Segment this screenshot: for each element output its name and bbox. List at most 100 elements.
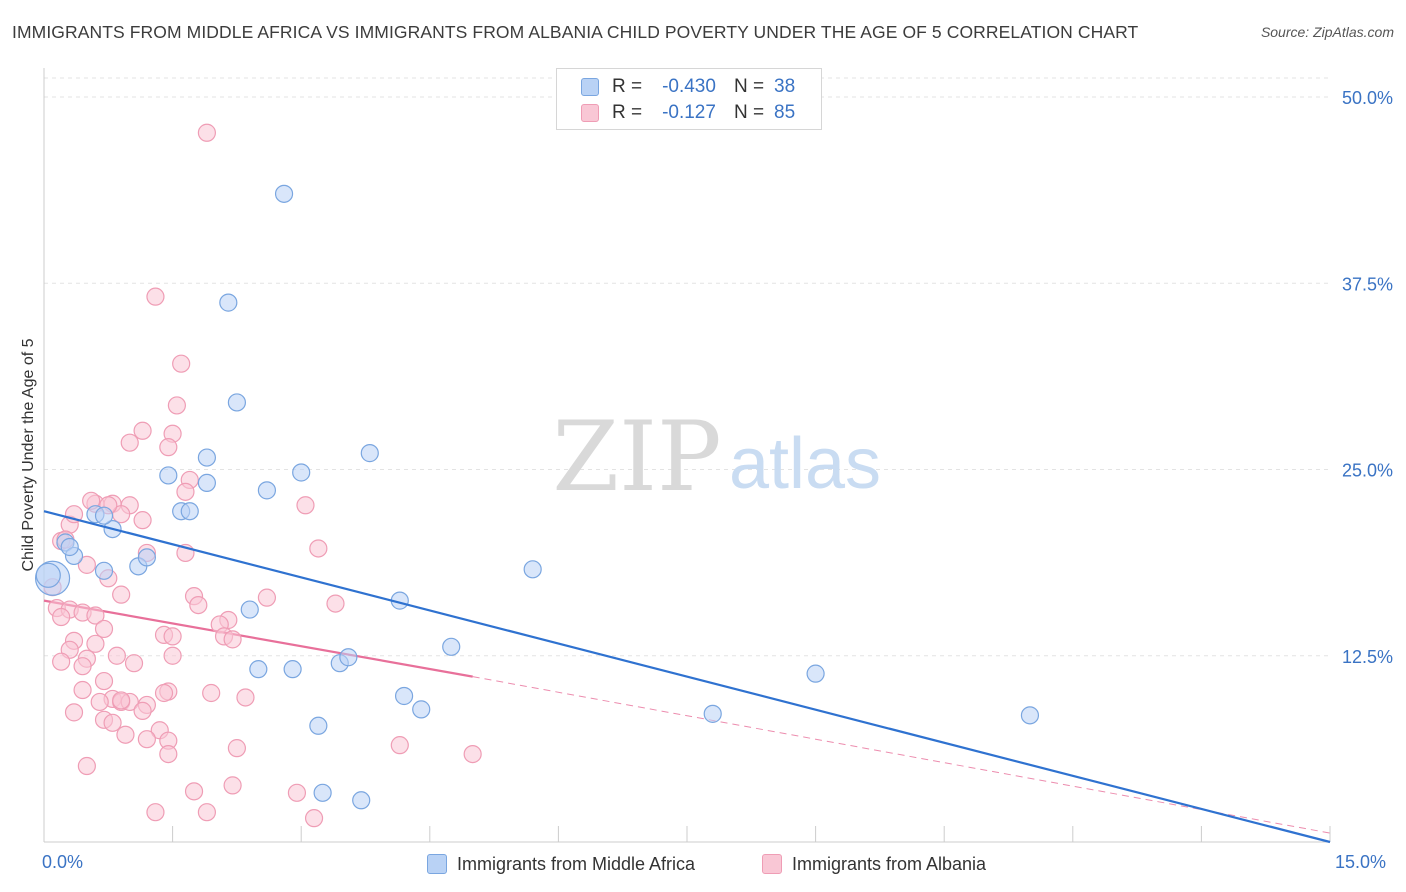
albania-point [189, 595, 208, 615]
source-note: Source: ZipAtlas.com [1260, 24, 1394, 40]
albania-point [304, 809, 324, 828]
albania-point [159, 438, 178, 457]
albania-point [86, 634, 105, 653]
albania-point [146, 803, 165, 822]
legend-swatch-pink [581, 104, 599, 122]
legend-swatch-blue [581, 78, 599, 96]
x-tick-max: 15.0% [1334, 852, 1386, 872]
albania-point [112, 691, 131, 710]
middle-africa-point [313, 783, 332, 802]
gridlines [44, 77, 1330, 657]
middle-africa-point [227, 393, 246, 412]
bottom-legend-middle-africa: Immigrants from Middle Africa [427, 852, 695, 876]
albania-point [77, 555, 96, 574]
middle-africa-point [137, 548, 156, 567]
albania-point [133, 511, 152, 530]
albania-point [202, 683, 221, 703]
legend-row-albania: R = -0.127 N = 85 [581, 101, 795, 125]
albania-trend-solid [43, 599, 473, 678]
watermark-atlas: atlas [729, 424, 881, 504]
albania-point [116, 725, 135, 744]
albania-point [112, 585, 131, 604]
bottom-legend-albania: Immigrants from Albania [762, 852, 986, 876]
albania-point [107, 646, 126, 665]
middle-africa-point [94, 506, 114, 525]
albania-point [236, 688, 255, 707]
y-tick-label: 37.5% [1342, 274, 1393, 294]
albania-point [133, 701, 152, 720]
middle-africa-trend-line [43, 510, 1331, 844]
albania-point [64, 703, 84, 722]
y-tick-labels: 12.5% 25.0% 37.5% 50.0% [1342, 88, 1393, 667]
albania-trend [43, 599, 1331, 834]
albania-point [103, 713, 122, 732]
y-tick-label: 12.5% [1342, 647, 1393, 667]
middle-africa-point [292, 463, 311, 482]
middle-africa-point [360, 444, 379, 463]
middle-africa-point [60, 537, 79, 557]
albania-point [94, 619, 114, 639]
albania-point [227, 739, 246, 758]
middle-africa-point [197, 473, 216, 493]
legend-row-middle-africa: R = -0.430 N = 38 [581, 75, 795, 99]
middle-africa-point [309, 716, 328, 735]
albania-point [463, 744, 482, 764]
albania-trend-dashed [472, 676, 1331, 834]
y-tick-label: 50.0% [1342, 88, 1393, 108]
y-axis-label: Child Poverty Under the Age of 5 [20, 338, 37, 572]
albania-point [94, 671, 114, 691]
albania-point [390, 736, 409, 755]
bottom-swatch-pink [762, 854, 782, 874]
albania-point [223, 630, 242, 649]
chart-title: IMMIGRANTS FROM MIDDLE AFRICA VS IMMIGRA… [12, 22, 1139, 42]
stats-legend: R = -0.430 N = 38 R = -0.127 N = 85 [556, 68, 822, 130]
legend-n-value: 85 [774, 102, 796, 123]
albania-point [154, 683, 174, 703]
x-tick-min: 0.0% [42, 852, 84, 872]
albania-point [124, 654, 144, 673]
legend-r-value: -0.430 [662, 76, 716, 97]
legend-n-label: N = [734, 76, 765, 97]
albania-points [43, 123, 482, 828]
middle-africa-point [94, 561, 114, 580]
middle-africa-point [394, 686, 414, 706]
albania-point [52, 652, 71, 671]
middle-africa-points [34, 184, 1040, 810]
middle-africa-point [412, 700, 431, 719]
albania-point [309, 539, 328, 558]
middle-africa-point [240, 600, 259, 619]
albania-point [176, 482, 195, 501]
albania-point [223, 776, 242, 795]
middle-africa-point [339, 648, 358, 667]
albania-point [197, 803, 216, 822]
middle-africa-point [283, 660, 302, 679]
middle-africa-point [352, 791, 371, 810]
middle-africa-point [703, 704, 722, 723]
albania-point [73, 680, 92, 700]
albania-point [120, 433, 139, 452]
albania-point [86, 606, 105, 625]
albania-point [73, 657, 92, 676]
legend-r-value: -0.127 [662, 102, 716, 123]
legend-n-label: N = [734, 102, 765, 123]
albania-point [167, 396, 186, 415]
middle-africa-point [523, 560, 542, 579]
middle-africa-point [219, 293, 238, 312]
albania-point [133, 421, 152, 440]
legend-n-value: 38 [774, 76, 796, 97]
bottom-swatch-blue [427, 854, 447, 874]
albania-point [163, 646, 182, 665]
middle-africa-point [274, 184, 294, 203]
albania-point [326, 594, 345, 613]
y-tick-label: 25.0% [1342, 461, 1393, 481]
middle-africa-point [806, 664, 825, 683]
albania-point [137, 730, 156, 749]
axes [43, 68, 1331, 843]
albania-point [184, 782, 204, 801]
legend-r-label: R = [612, 76, 643, 97]
albania-point [90, 692, 109, 712]
middle-africa-point [180, 502, 199, 521]
albania-point [197, 123, 216, 142]
watermark: ZIP atlas [552, 401, 881, 513]
